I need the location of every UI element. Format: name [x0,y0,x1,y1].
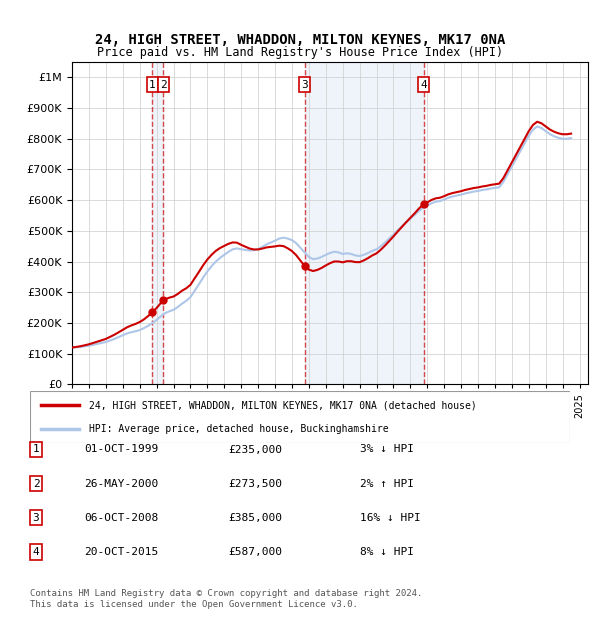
Text: 26-MAY-2000: 26-MAY-2000 [84,479,158,489]
Text: HPI: Average price, detached house, Buckinghamshire: HPI: Average price, detached house, Buck… [89,423,389,433]
Text: Price paid vs. HM Land Registry's House Price Index (HPI): Price paid vs. HM Land Registry's House … [97,46,503,59]
Text: £385,000: £385,000 [228,513,282,523]
FancyBboxPatch shape [30,391,570,443]
Bar [152,62,163,384]
Text: 06-OCT-2008: 06-OCT-2008 [84,513,158,523]
Text: 4: 4 [32,547,40,557]
Text: 16% ↓ HPI: 16% ↓ HPI [360,513,421,523]
Text: 24, HIGH STREET, WHADDON, MILTON KEYNES, MK17 0NA: 24, HIGH STREET, WHADDON, MILTON KEYNES,… [95,33,505,47]
Text: 2: 2 [160,79,167,89]
Text: 2% ↑ HPI: 2% ↑ HPI [360,479,414,489]
Text: 2: 2 [32,479,40,489]
Text: 1: 1 [149,79,156,89]
Text: 8% ↓ HPI: 8% ↓ HPI [360,547,414,557]
Text: 3: 3 [32,513,40,523]
Text: 24, HIGH STREET, WHADDON, MILTON KEYNES, MK17 0NA (detached house): 24, HIGH STREET, WHADDON, MILTON KEYNES,… [89,401,477,410]
Text: Contains HM Land Registry data © Crown copyright and database right 2024.
This d: Contains HM Land Registry data © Crown c… [30,590,422,609]
Text: 4: 4 [421,79,427,89]
Text: 20-OCT-2015: 20-OCT-2015 [84,547,158,557]
Text: £235,000: £235,000 [228,445,282,454]
Text: £587,000: £587,000 [228,547,282,557]
Bar [305,62,424,384]
Text: 3: 3 [301,79,308,89]
Text: 1: 1 [32,445,40,454]
Text: £273,500: £273,500 [228,479,282,489]
Text: 3% ↓ HPI: 3% ↓ HPI [360,445,414,454]
Text: 01-OCT-1999: 01-OCT-1999 [84,445,158,454]
